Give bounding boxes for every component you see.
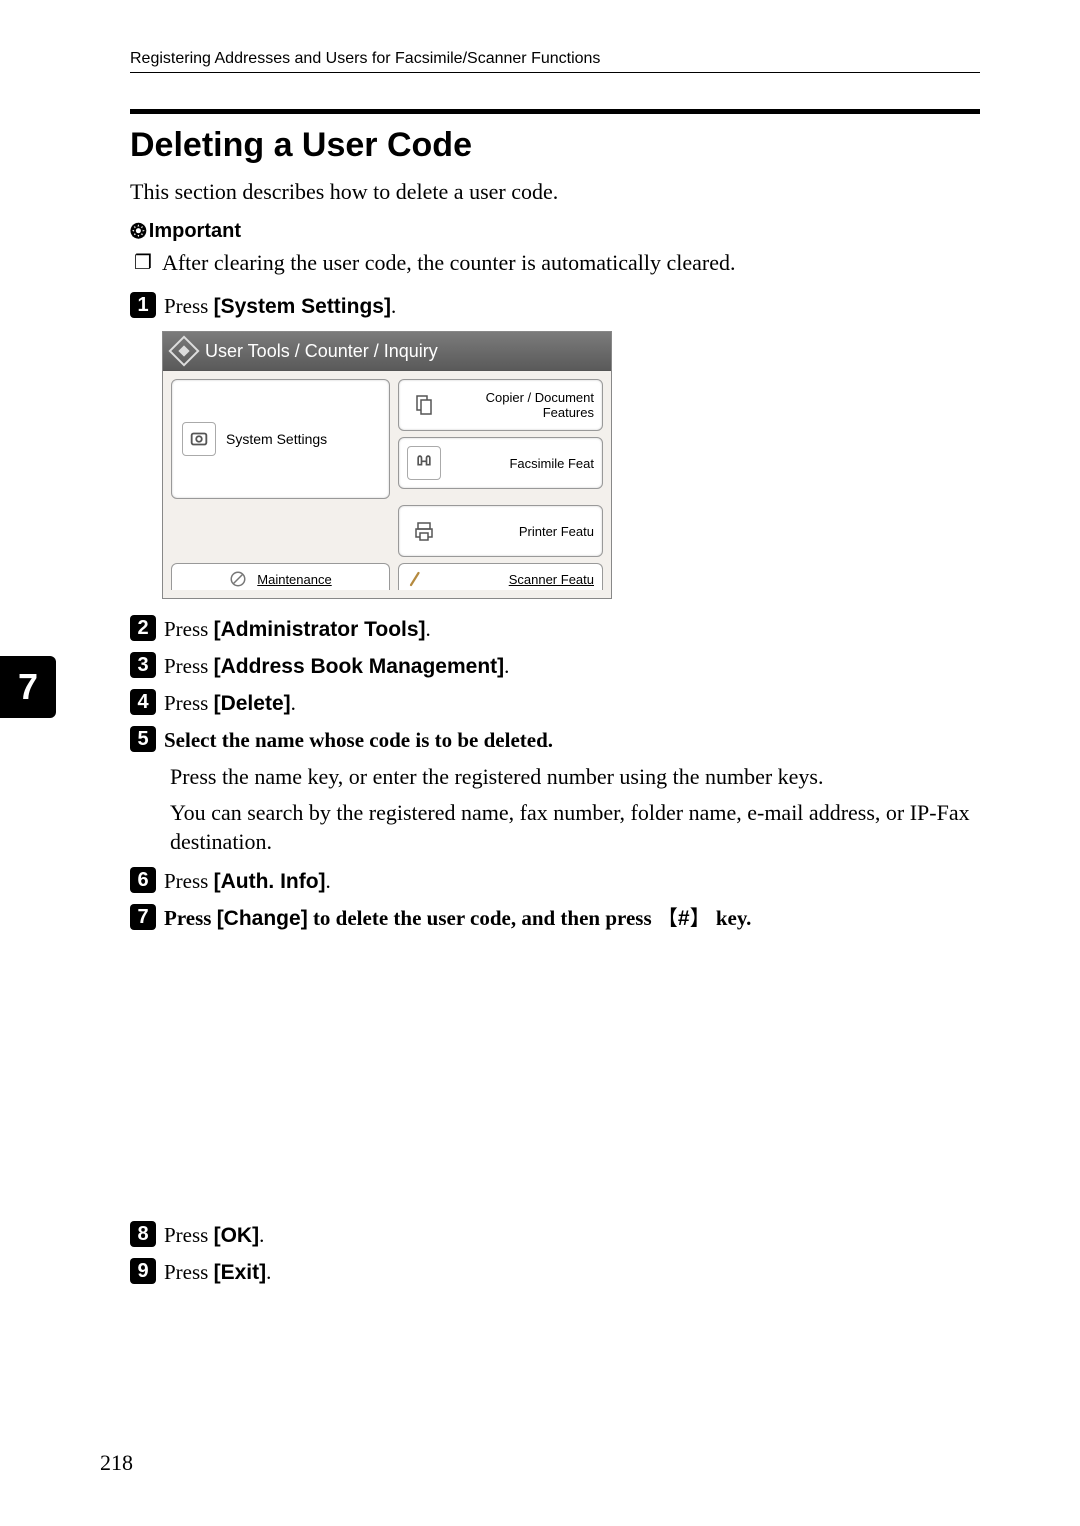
step-2-prefix: Press: [164, 617, 214, 641]
step-7-bold: [Change]: [217, 907, 308, 930]
important-text: Important: [149, 220, 241, 243]
step-1-suffix: .: [391, 294, 396, 318]
step-2: 2 Press [Administrator Tools].: [130, 615, 980, 644]
important-note: ❐ After clearing the user code, the coun…: [134, 250, 980, 276]
step-7-text: Press [Change] to delete the user code, …: [164, 904, 751, 933]
step-3-suffix: .: [504, 654, 509, 678]
screenshot-titlebar: User Tools / Counter / Inquiry: [163, 332, 611, 371]
chapter-tab: 7: [0, 656, 56, 718]
scanner-button[interactable]: Scanner Featu: [398, 563, 603, 590]
copier-doc-button[interactable]: Copier / Document Features: [398, 379, 603, 431]
step-9-bold: [Exit]: [214, 1261, 267, 1284]
step-number-7: 7: [130, 904, 156, 930]
printer-label: Printer Featu: [449, 524, 594, 539]
section-intro: This section describes how to delete a u…: [130, 179, 980, 205]
scanner-icon: [407, 570, 427, 588]
step-8-prefix: Press: [164, 1223, 214, 1247]
step-1: 1 Press [System Settings].: [130, 292, 980, 321]
important-note-text: After clearing the user code, the counte…: [162, 250, 736, 276]
step-number-4: 4: [130, 689, 156, 715]
ui-screenshot: User Tools / Counter / Inquiry System Se…: [162, 331, 612, 599]
step-4-prefix: Press: [164, 691, 214, 715]
step-1-prefix: Press: [164, 294, 214, 318]
step-3-prefix: Press: [164, 654, 214, 678]
fax-label: Facsimile Feat: [449, 456, 594, 471]
system-settings-label: System Settings: [226, 431, 327, 447]
step-5-text: Select the name whose code is to be dele…: [164, 726, 553, 754]
step-1-bold: [System Settings]: [214, 295, 391, 318]
step-number-2: 2: [130, 615, 156, 641]
step-3-text: Press [Address Book Management].: [164, 652, 509, 681]
step-7: 7 Press [Change] to delete the user code…: [130, 904, 980, 933]
tools-icon: [182, 422, 216, 456]
step-number-1: 1: [130, 292, 156, 318]
system-settings-button[interactable]: System Settings: [171, 379, 390, 499]
copier-icon: [407, 388, 441, 422]
section-title: Deleting a User Code: [130, 126, 980, 165]
printer-icon: [407, 514, 441, 548]
diamond-icon: [168, 335, 199, 366]
step-4: 4 Press [Delete].: [130, 689, 980, 718]
running-header: Registering Addresses and Users for Facs…: [130, 50, 980, 73]
maintenance-label: Maintenance: [257, 572, 331, 587]
step-9-prefix: Press: [164, 1260, 214, 1284]
step-number-8: 8: [130, 1221, 156, 1247]
step-6-prefix: Press: [164, 869, 214, 893]
scanner-label: Scanner Featu: [435, 572, 594, 587]
page-content: Registering Addresses and Users for Facs…: [0, 0, 1080, 1345]
step-8: 8 Press [OK].: [130, 1221, 980, 1250]
section-rule: [130, 109, 980, 114]
step-2-bold: [Administrator Tools]: [214, 618, 426, 641]
step-4-suffix: .: [291, 691, 296, 715]
step-6-bold: [Auth. Info]: [214, 870, 326, 893]
maintenance-icon: [229, 570, 247, 588]
step-6-text: Press [Auth. Info].: [164, 867, 331, 896]
step-5: 5 Select the name whose code is to be de…: [130, 726, 980, 754]
step-8-suffix: .: [259, 1223, 264, 1247]
step-9-text: Press [Exit].: [164, 1258, 271, 1287]
step-5-para1: Press the name key, or enter the registe…: [170, 762, 980, 792]
step-5-para2: You can search by the registered name, f…: [170, 798, 980, 857]
step-3: 3 Press [Address Book Management].: [130, 652, 980, 681]
step-6-suffix: .: [326, 869, 331, 893]
step-7-suffix: key.: [711, 906, 752, 930]
step-number-3: 3: [130, 652, 156, 678]
step-8-bold: [OK]: [214, 1224, 260, 1247]
step-7-mid: to delete the user code, and then press: [308, 906, 657, 930]
step-1-text: Press [System Settings].: [164, 292, 396, 321]
maintenance-button[interactable]: Maintenance: [171, 563, 390, 590]
page-number: 218: [100, 1450, 133, 1476]
step-9-suffix: .: [266, 1260, 271, 1284]
important-label: Important: [130, 219, 980, 244]
step-9: 9 Press [Exit].: [130, 1258, 980, 1287]
fax-button[interactable]: Facsimile Feat: [398, 437, 603, 489]
step-8-text: Press [OK].: [164, 1221, 264, 1250]
fax-icon: [407, 446, 441, 480]
step-number-5: 5: [130, 726, 156, 752]
screenshot-title: User Tools / Counter / Inquiry: [205, 341, 438, 362]
step-2-text: Press [Administrator Tools].: [164, 615, 431, 644]
step-7-prefix: Press: [164, 906, 217, 930]
bullet-box-icon: ❐: [134, 250, 152, 276]
screenshot-body: System Settings Copier / Document Featur…: [163, 371, 611, 598]
printer-button[interactable]: Printer Featu: [398, 505, 603, 557]
sharp-key-icon: #: [657, 905, 711, 933]
step-3-bold: [Address Book Management]: [214, 655, 505, 678]
step-2-suffix: .: [426, 617, 431, 641]
step-4-bold: [Delete]: [214, 692, 291, 715]
important-icon: [130, 219, 147, 244]
copier-doc-label: Copier / Document Features: [449, 390, 594, 420]
step-4-text: Press [Delete].: [164, 689, 296, 718]
step-number-9: 9: [130, 1258, 156, 1284]
step-number-6: 6: [130, 867, 156, 893]
step-6: 6 Press [Auth. Info].: [130, 867, 980, 896]
